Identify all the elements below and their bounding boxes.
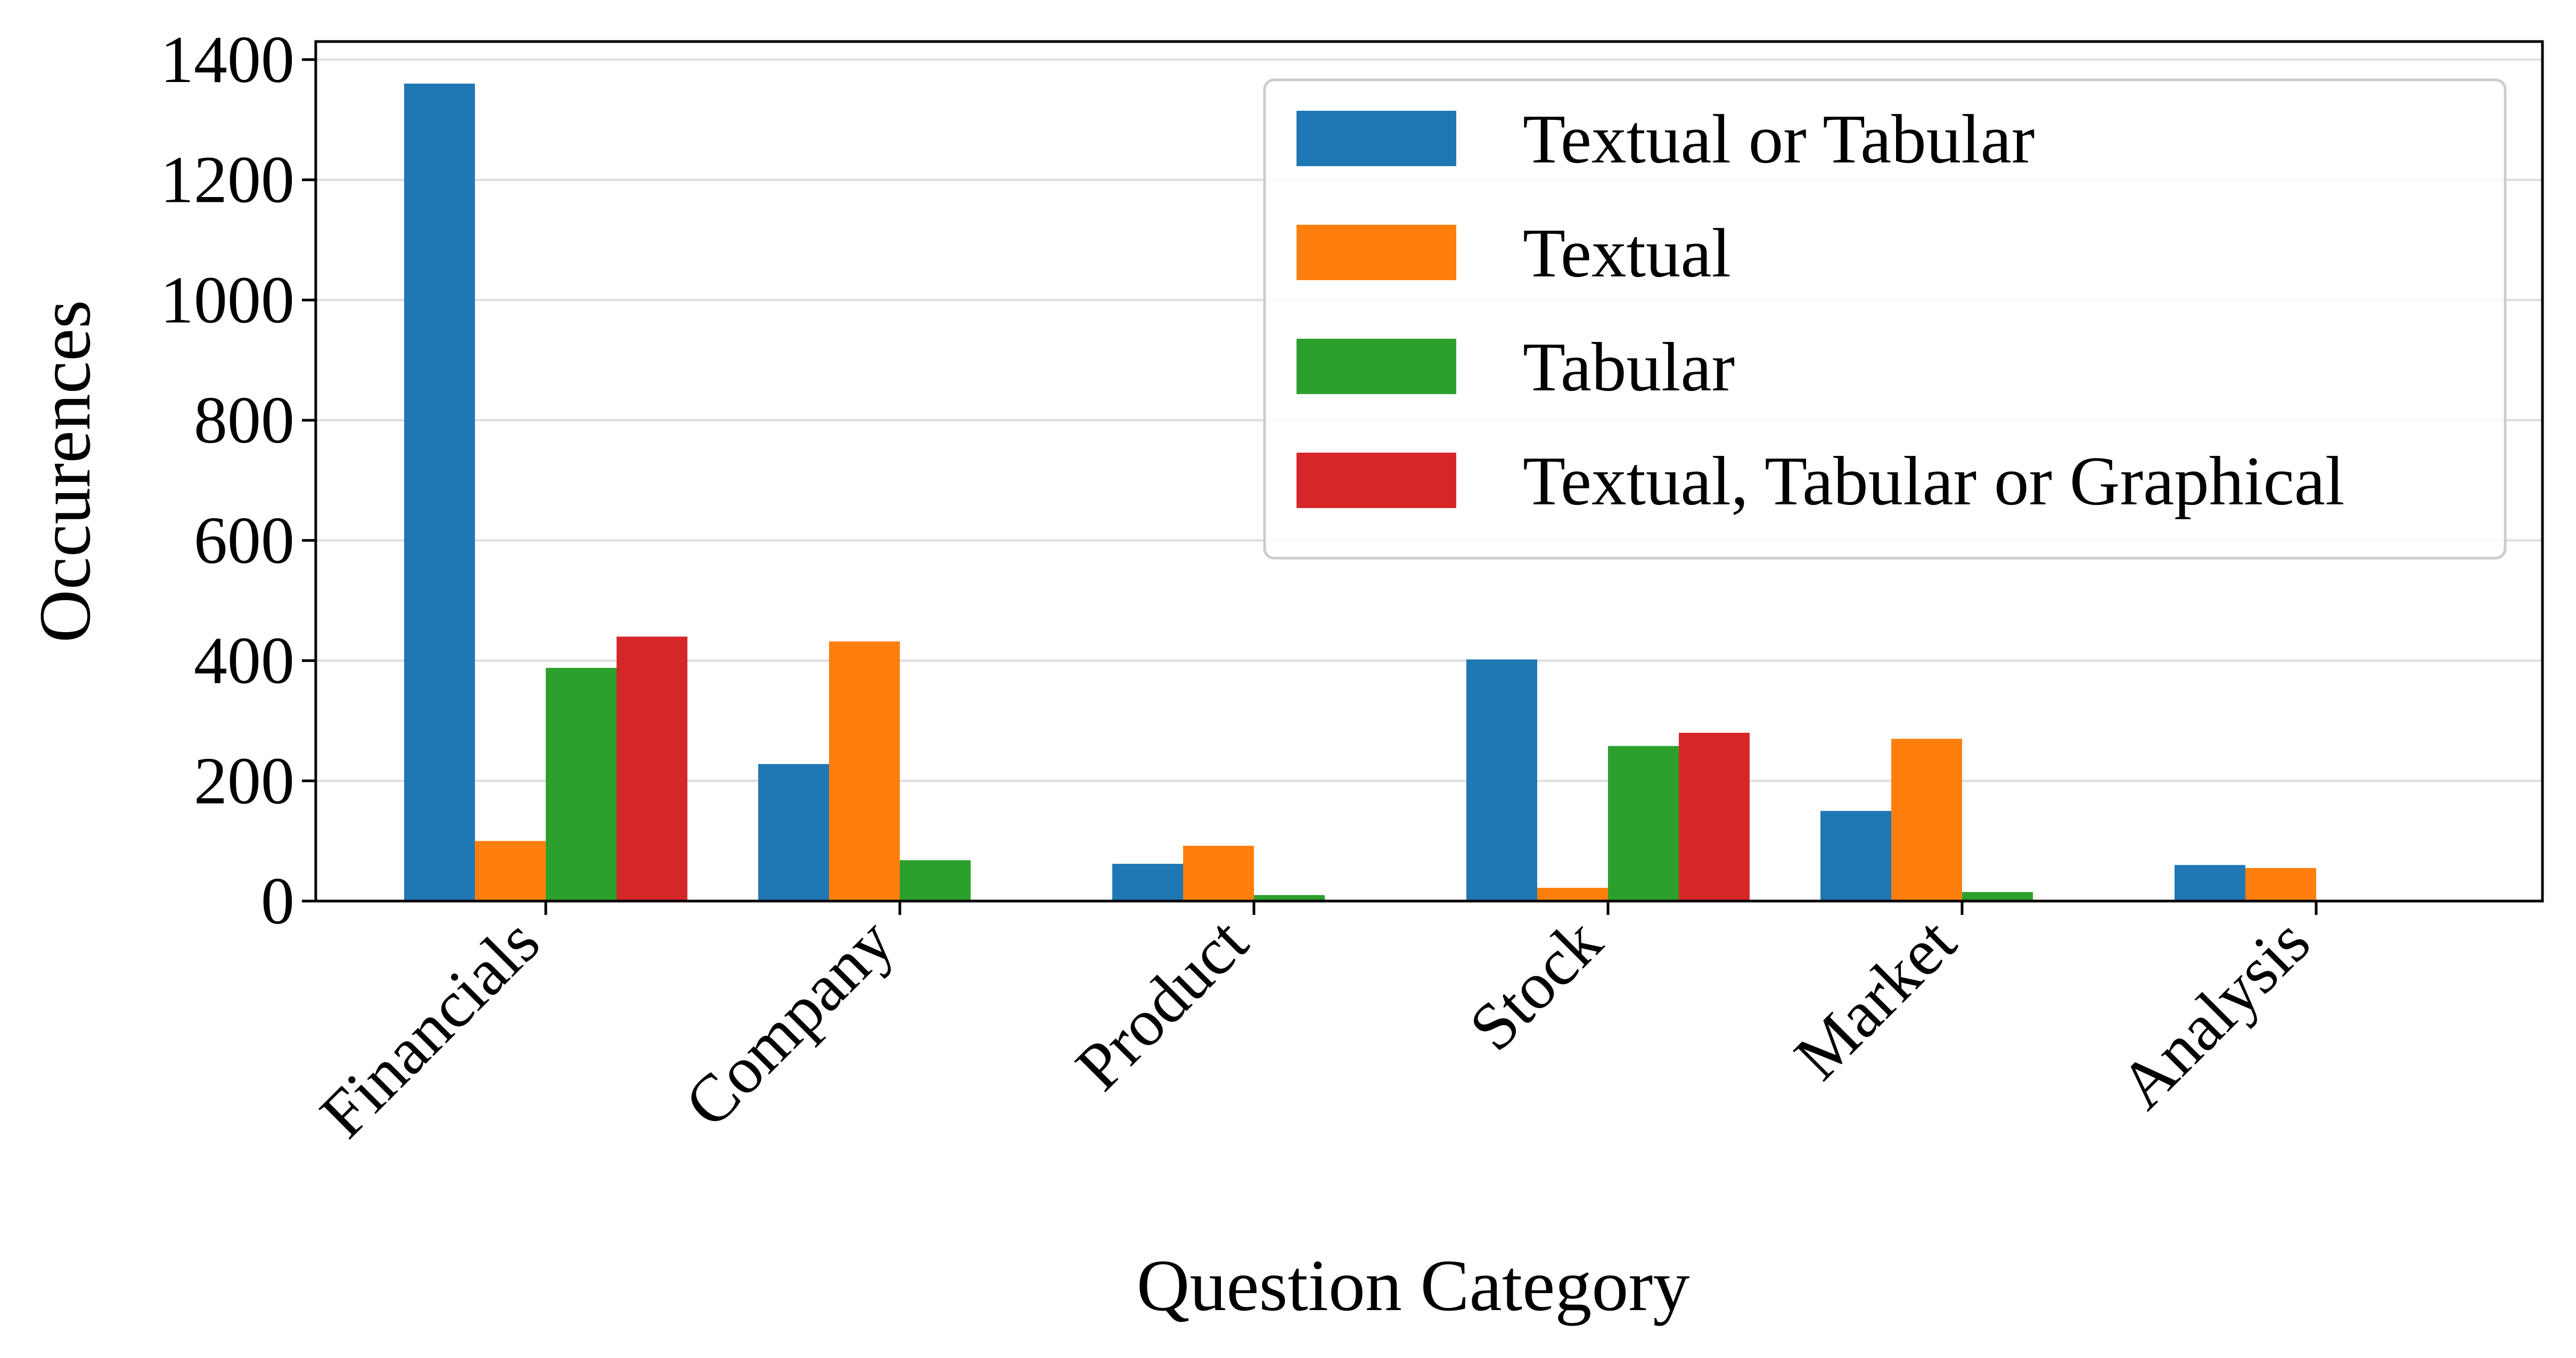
bar xyxy=(1183,846,1254,901)
bar xyxy=(758,764,829,901)
bar xyxy=(475,841,546,901)
legend-swatch xyxy=(1297,225,1456,280)
bar xyxy=(1962,892,2033,901)
legend-label: Textual, Tabular or Graphical xyxy=(1523,443,2344,520)
bar xyxy=(404,84,475,902)
y-tick-label: 0 xyxy=(261,864,294,938)
legend-frame xyxy=(1263,78,2507,560)
y-tick-label: 1400 xyxy=(160,23,294,97)
y-tick-label: 400 xyxy=(194,624,294,698)
bar xyxy=(900,860,971,901)
legend-label: Textual xyxy=(1523,215,1731,292)
legend-label: Textual or Tabular xyxy=(1523,101,2034,178)
bar xyxy=(1820,811,1891,901)
y-axis: 0 200 400 600 800 1000 1200 1400 xyxy=(160,23,316,938)
plot-frame xyxy=(314,40,2544,903)
bar xyxy=(1537,888,1608,901)
bars xyxy=(404,84,2316,902)
y-tick-label: 1000 xyxy=(160,263,294,337)
x-tick-label: Product xyxy=(1062,905,1261,1105)
y-tick-label: 600 xyxy=(194,504,294,578)
bar xyxy=(546,668,617,901)
legend-label: Tabular xyxy=(1523,329,1735,406)
bar xyxy=(829,641,900,901)
legend-swatch xyxy=(1297,453,1456,508)
x-tick-label: Financials xyxy=(306,905,554,1152)
x-axis: Financials Company Product Stock Market Analy… xyxy=(306,901,2324,1152)
bar xyxy=(2245,868,2316,901)
bar xyxy=(2175,865,2245,901)
bar xyxy=(1679,732,1750,901)
legend: Textual or Tabular Textual Tabular Textual,… xyxy=(1263,78,2507,560)
x-tick-label: Analysis xyxy=(2106,905,2324,1123)
bar xyxy=(1254,895,1325,901)
bar xyxy=(1112,864,1183,901)
y-tick-label: 1200 xyxy=(160,143,294,217)
legend-swatch xyxy=(1297,111,1456,166)
x-tick-label: Company xyxy=(671,905,908,1142)
x-axis-label: Question Category xyxy=(1137,1245,1690,1326)
y-tick-label: 800 xyxy=(194,383,294,457)
legend-swatch xyxy=(1297,339,1456,394)
y-tick-label: 200 xyxy=(194,744,294,818)
y-axis-label: Occurences xyxy=(24,300,105,643)
bar xyxy=(1608,746,1679,901)
x-tick-label: Market xyxy=(1781,905,1970,1094)
bar xyxy=(1466,659,1537,901)
bar xyxy=(617,636,687,901)
x-tick-label: Stock xyxy=(1456,905,1616,1065)
bar xyxy=(1891,739,1962,901)
